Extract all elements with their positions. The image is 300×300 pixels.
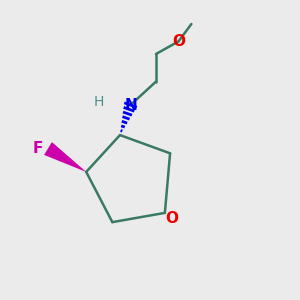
Text: O: O bbox=[172, 34, 185, 49]
Text: F: F bbox=[32, 141, 43, 156]
Text: N: N bbox=[124, 98, 137, 112]
Text: O: O bbox=[165, 211, 178, 226]
Text: H: H bbox=[94, 95, 104, 109]
Polygon shape bbox=[44, 142, 86, 172]
